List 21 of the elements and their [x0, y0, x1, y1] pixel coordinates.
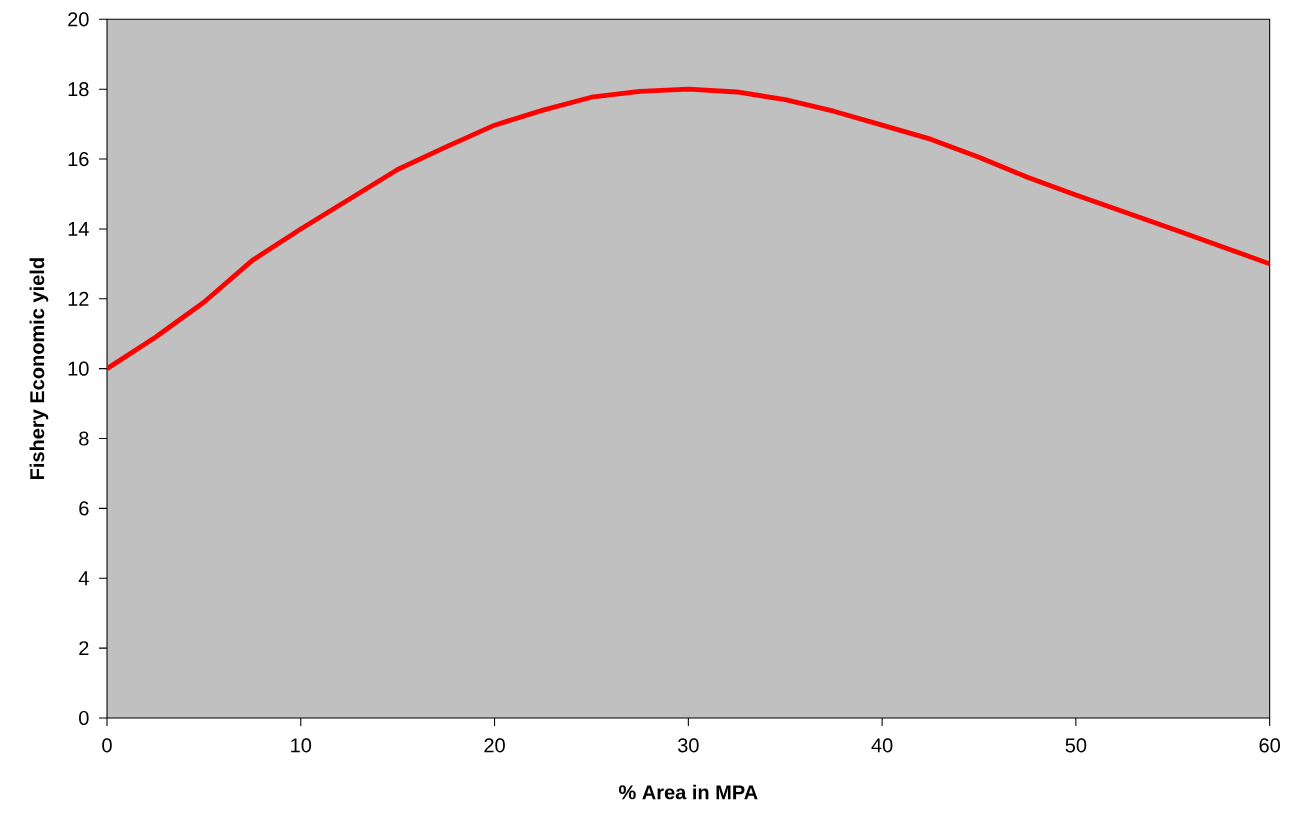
y-tick-label: 6 [79, 501, 89, 516]
x-tick-label: 50 [1065, 738, 1087, 753]
y-tick-label: 14 [68, 222, 89, 236]
x-tick-label: 60 [1259, 738, 1280, 753]
y-tick-label: 10 [68, 361, 89, 376]
y-tick-label: 12 [68, 291, 89, 306]
y-tick-label: 4 [78, 571, 89, 586]
x-tick-label: 0 [102, 738, 112, 753]
line-series [107, 86, 1270, 372]
x-tick-label: 30 [677, 738, 699, 753]
y-tick-label: 0 [79, 710, 89, 726]
y-tick-label: 8 [79, 431, 89, 446]
y-axis-title: Fishery Economic yield [29, 258, 49, 480]
y-tick-label: 16 [68, 151, 89, 167]
y-tick-label: 2 [79, 641, 89, 656]
y-tick-label: 18 [68, 82, 89, 97]
x-tick-label: 20 [484, 738, 505, 753]
x-tick-label: 10 [291, 738, 312, 753]
x-tick-label: 40 [871, 738, 893, 753]
x-axis-title: % Area in MPA [619, 784, 758, 800]
y-tick-label: 20 [68, 12, 89, 27]
